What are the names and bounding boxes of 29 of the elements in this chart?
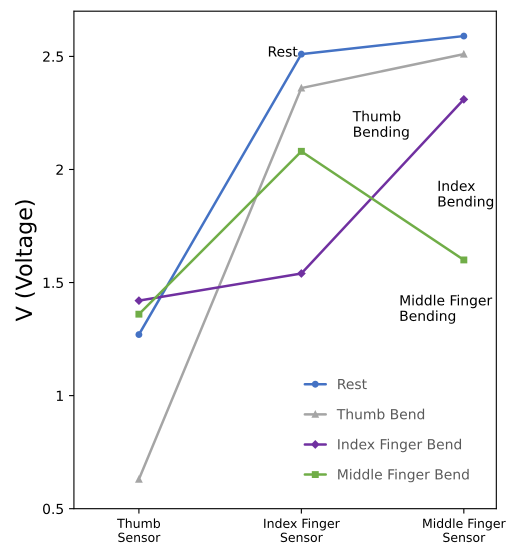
point [298, 84, 305, 92]
annotation: Rest [268, 46, 298, 57]
x-tick-label: Middle Finger Sensor [423, 518, 506, 542]
point [460, 95, 468, 104]
x-tick-label: Thumb Sensor [117, 518, 160, 542]
point [135, 476, 142, 483]
legend-label: Thumb Bend [336, 408, 424, 420]
point [297, 269, 306, 278]
y-tick-label: 0.5 [43, 504, 63, 514]
y-tick-label: 2.5 [43, 51, 63, 62]
point [135, 310, 142, 318]
point [460, 32, 468, 40]
legend-label: Rest [338, 378, 367, 390]
x-tick-label: Index Finger Sensor [264, 518, 340, 542]
point [134, 296, 144, 305]
legend-label: Index Finger Bend [338, 438, 462, 452]
y-tick-label: 2 [56, 164, 63, 175]
y-tick-label: 1 [56, 390, 63, 401]
point [298, 148, 305, 155]
annotation: Thumb Bending [352, 110, 409, 140]
y-tick-label: 1.5 [44, 278, 63, 288]
point [298, 50, 305, 58]
point [460, 256, 468, 264]
point [135, 331, 142, 338]
y-axis-title: V (Voltage) [15, 200, 37, 322]
legend-label: Middle Finger Bend [338, 468, 469, 482]
annotation: Index Bending [438, 180, 494, 210]
point [460, 50, 468, 58]
annotation: Middle Finger Bending [400, 294, 492, 324]
